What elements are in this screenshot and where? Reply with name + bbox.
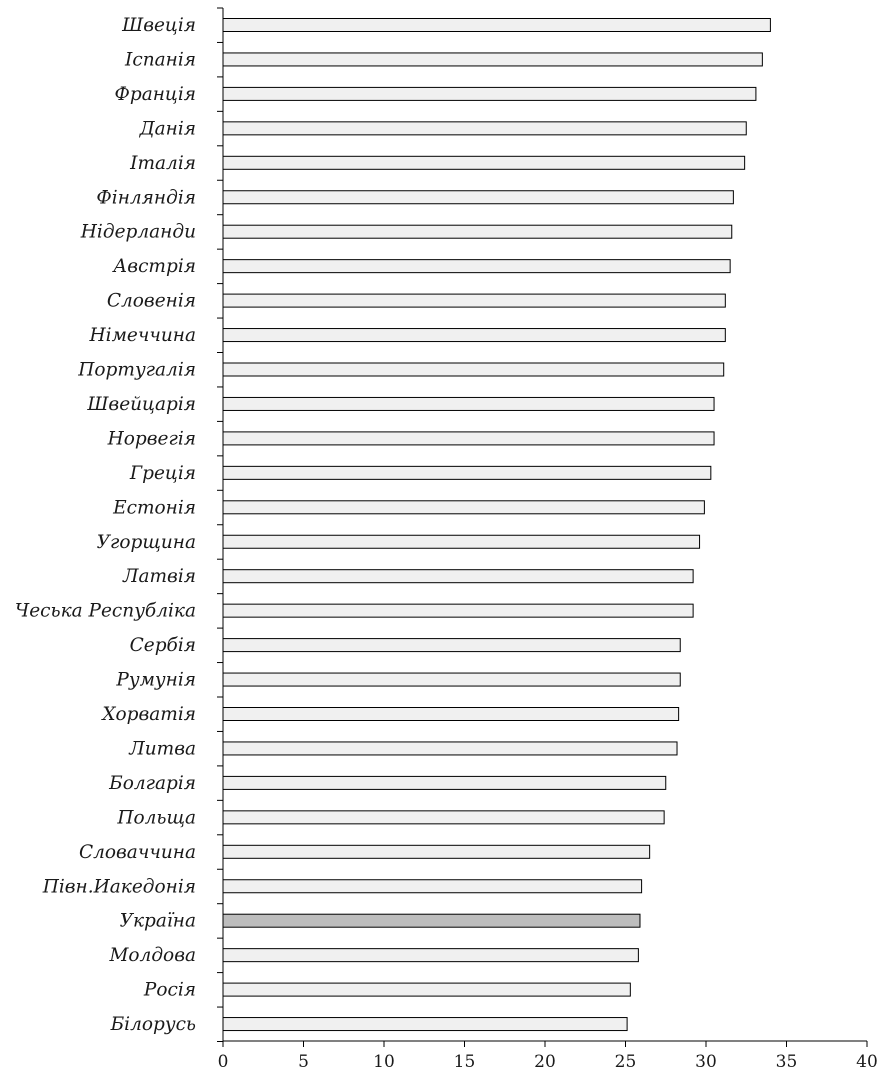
bar-7 — [222, 224, 733, 239]
x-tick-label: 35 — [776, 1052, 798, 1072]
bar-3 — [222, 86, 757, 101]
x-tick-label: 15 — [454, 1052, 476, 1072]
category-label: Естонія — [112, 497, 196, 518]
category-labels: Швеція Іспанія Франція Данія Італія Фінляндія… — [15, 15, 196, 1035]
category-label: Болгарія — [108, 773, 196, 794]
x-tick-label: 20 — [534, 1052, 556, 1072]
x-tick-label: 5 — [298, 1052, 309, 1072]
category-label: Швейцарія — [86, 394, 196, 415]
category-label: Словенія — [107, 291, 196, 312]
category-label: Нідерланди — [80, 222, 196, 243]
category-label: Росія — [143, 980, 196, 1001]
category-label: Україна — [120, 911, 196, 932]
bar-30 — [222, 1017, 628, 1032]
x-tick-label: 40 — [856, 1052, 878, 1072]
bar-22 — [222, 741, 678, 756]
bar-2 — [222, 52, 763, 67]
category-label: Сербія — [130, 635, 196, 656]
bar-12 — [222, 396, 715, 411]
category-label: Фінляндія — [96, 187, 196, 208]
x-tick-label: 0 — [218, 1052, 229, 1072]
bar-24 — [222, 810, 665, 825]
category-label: Білорусь — [110, 1014, 196, 1035]
category-label: Польща — [116, 807, 196, 828]
category-label: Португалія — [77, 360, 196, 381]
bar-20 — [222, 672, 681, 687]
bar-29 — [222, 982, 631, 997]
bar-18 — [222, 603, 694, 618]
bar-10 — [222, 328, 726, 343]
category-label: Іспанія — [124, 49, 196, 70]
bar-9 — [222, 293, 726, 308]
bar-17 — [222, 569, 694, 584]
category-label: Італія — [129, 153, 196, 174]
bar-21 — [222, 707, 680, 721]
category-label: Литва — [128, 738, 196, 759]
category-label: Швеція — [121, 15, 196, 36]
category-label: Чеська Республіка — [15, 601, 196, 622]
bar-16 — [222, 534, 701, 549]
bar-15 — [222, 500, 705, 515]
category-label: Австрія — [111, 256, 196, 277]
category-label: Молдова — [108, 945, 196, 966]
bar-4 — [222, 121, 747, 136]
category-label: Румунія — [115, 670, 196, 691]
category-label: Угорщина — [97, 532, 196, 553]
category-label: Словаччина — [79, 842, 196, 863]
bar-25 — [222, 844, 651, 859]
bar-19 — [222, 638, 681, 653]
category-label: Данія — [139, 118, 196, 139]
category-label: Греція — [129, 463, 196, 484]
category-label: Хорватія — [100, 704, 196, 725]
category-label: Півн.Иакедонія — [42, 876, 196, 897]
x-tick-label: 10 — [373, 1052, 395, 1072]
bar-23 — [222, 775, 667, 790]
bar-6 — [222, 190, 734, 205]
bar-26 — [222, 879, 643, 894]
category-label: Німеччина — [89, 325, 196, 346]
bar-5 — [222, 155, 746, 170]
bar-27 — [222, 913, 641, 928]
bar-14 — [222, 465, 712, 480]
bar-28 — [222, 948, 639, 963]
x-tick-label: 30 — [695, 1052, 717, 1072]
bar-11 — [222, 362, 725, 377]
x-tick-label: 25 — [615, 1052, 637, 1072]
bar-1 — [222, 18, 771, 32]
bars-layer — [222, 18, 771, 1032]
category-label: Латвія — [122, 566, 196, 587]
x-axis-ticks: 0 5 10 15 20 25 30 35 40 — [218, 1041, 878, 1072]
bar-8 — [222, 259, 731, 274]
category-label: Норвегія — [107, 428, 196, 449]
category-label: Франція — [115, 84, 197, 105]
bar-13 — [222, 431, 715, 446]
